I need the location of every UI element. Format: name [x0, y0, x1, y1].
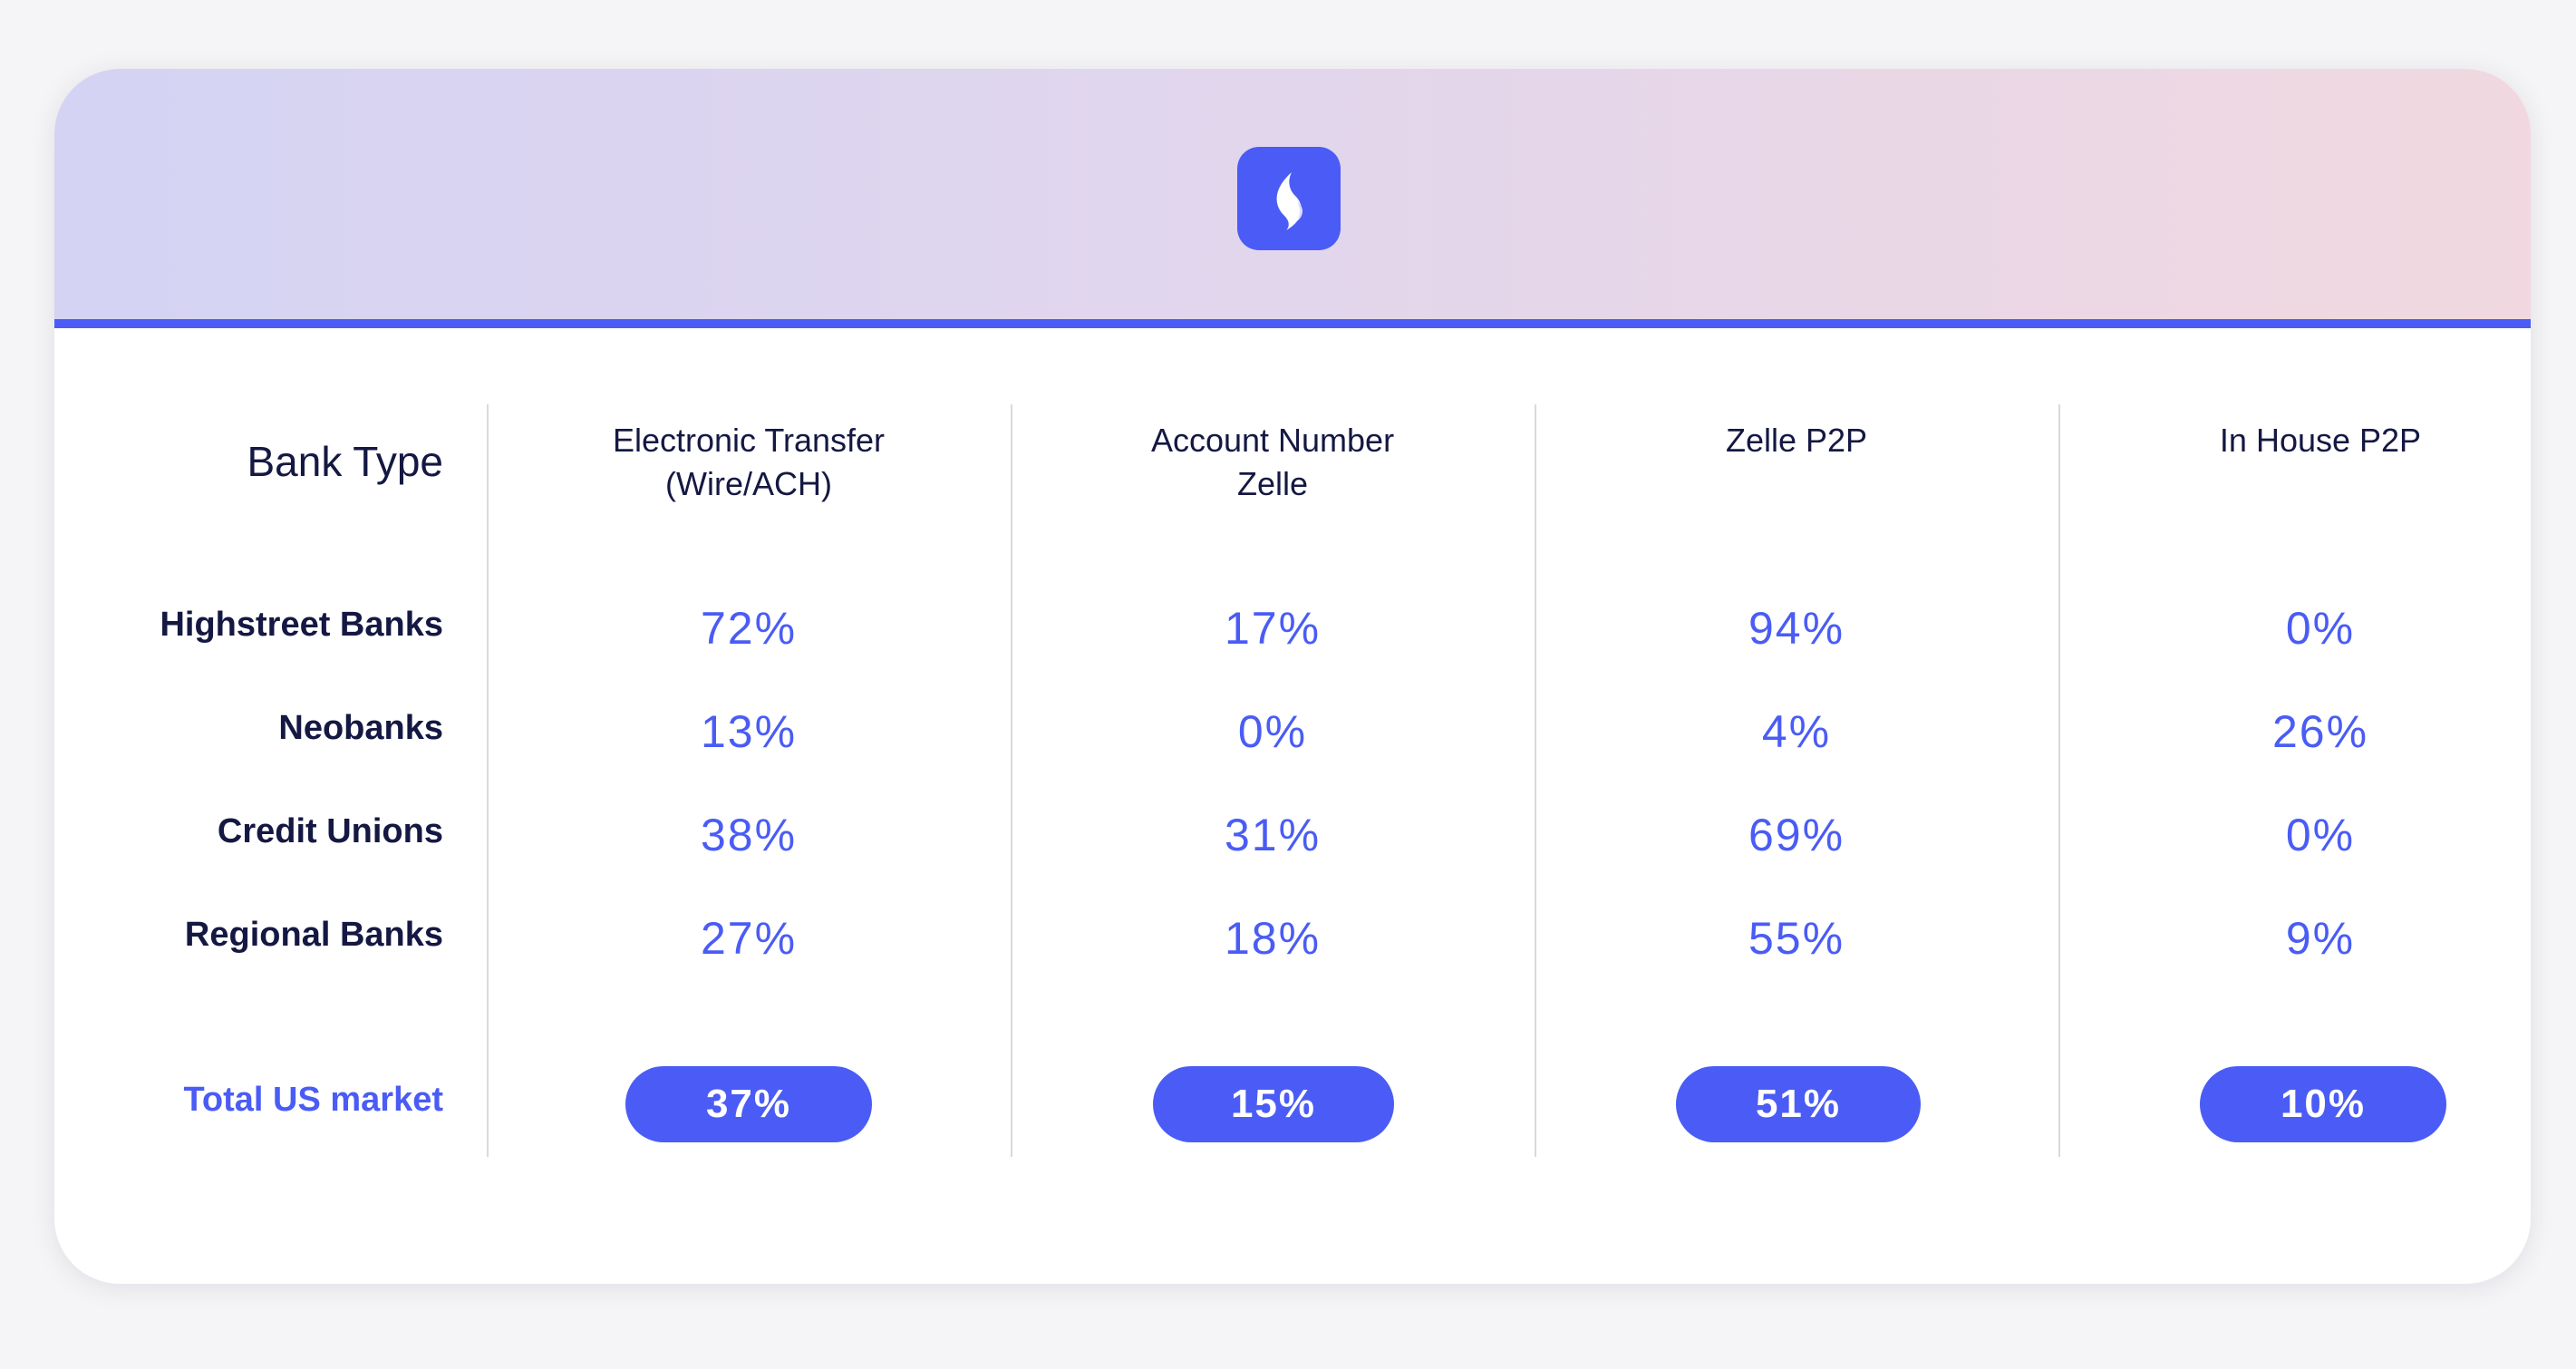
row-header-label: Bank Type: [247, 438, 443, 485]
brand-logo-icon: [1237, 147, 1341, 250]
column-divider: [487, 404, 489, 1157]
column-header-line: Zelle: [1236, 465, 1309, 502]
table-cell: 9%: [2285, 913, 2356, 964]
column-header-line: (Wire/ACH): [665, 465, 832, 502]
total-badge: 15%: [1153, 1066, 1394, 1142]
column-divider: [2058, 404, 2060, 1157]
table-cell: 0%: [2285, 810, 2356, 860]
column-header-line: In House P2P: [2219, 422, 2422, 459]
table-cell: 31%: [1224, 810, 1322, 860]
table-cell: 38%: [700, 810, 798, 860]
row-label-regional-banks: Regional Banks: [184, 916, 443, 954]
column-header-line: Electronic Transfer: [612, 422, 886, 459]
table-cell: 69%: [1748, 810, 1845, 860]
column-header-account-number-zelle: Account Number Zelle: [1019, 419, 1526, 506]
row-label-total-us-market: Total US market: [183, 1081, 443, 1119]
table-cell: 27%: [700, 913, 798, 964]
column-header-zelle-p2p: Zelle P2P: [1543, 419, 2050, 462]
table-cell: 0%: [1237, 706, 1308, 757]
header-accent-line: [54, 319, 2531, 328]
row-label-credit-unions: Credit Unions: [217, 812, 443, 850]
table-cell: 94%: [1748, 603, 1845, 654]
table-cell: 17%: [1224, 603, 1322, 654]
table-cell: 0%: [2285, 603, 2356, 654]
table-cell: 26%: [2271, 706, 2369, 757]
table-cell: 18%: [1224, 913, 1322, 964]
column-header-electronic-transfer: Electronic Transfer (Wire/ACH): [495, 419, 1002, 506]
total-badge: 51%: [1676, 1066, 1921, 1142]
column-divider: [1535, 404, 1536, 1157]
row-label-neobanks: Neobanks: [278, 709, 443, 747]
table-cell: 55%: [1748, 913, 1845, 964]
column-divider: [1011, 404, 1012, 1157]
table-cell: 4%: [1761, 706, 1832, 757]
total-badge: 10%: [2200, 1066, 2446, 1142]
payment-methods-card: Bank Type Electronic Transfer (Wire/ACH)…: [54, 69, 2531, 1284]
card-header: [54, 69, 2531, 319]
column-header-line: Account Number: [1150, 422, 1395, 459]
table-cell: 72%: [700, 603, 798, 654]
column-header-in-house-p2p: In House P2P: [2067, 419, 2531, 462]
row-label-highstreet-banks: Highstreet Banks: [160, 606, 443, 644]
total-badge: 37%: [625, 1066, 872, 1142]
column-header-line: Zelle P2P: [1725, 422, 1868, 459]
table-cell: 13%: [700, 706, 798, 757]
